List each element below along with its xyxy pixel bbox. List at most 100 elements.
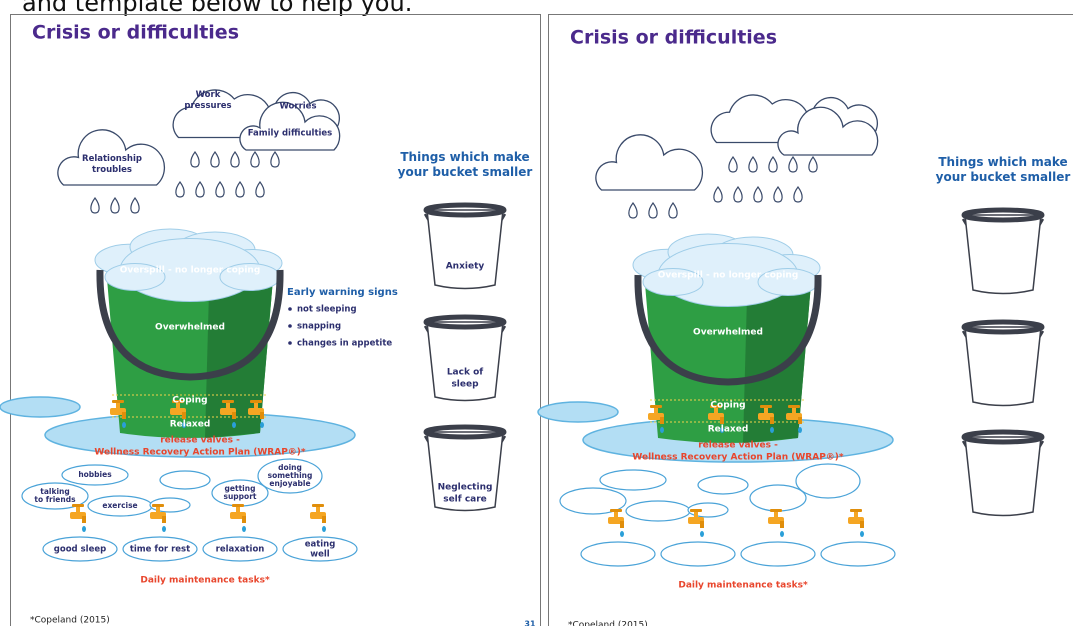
tap-spout — [182, 412, 186, 419]
cloud-label: pressures — [184, 101, 231, 111]
puddle-oval — [282, 536, 358, 562]
bucket-level: Coping — [710, 401, 745, 411]
tap-handle — [222, 400, 234, 403]
puddle-oval — [61, 464, 129, 486]
small-bucket — [426, 321, 504, 402]
bucket-level: Relaxed — [708, 425, 749, 435]
tap-handle — [710, 405, 722, 408]
raindrop — [713, 185, 723, 203]
raindrop — [753, 185, 763, 203]
raindrop — [668, 201, 678, 219]
tap-handle — [610, 509, 622, 512]
tap-top — [176, 402, 180, 408]
bucket-shade — [743, 260, 813, 443]
tap-spout — [860, 521, 864, 528]
raindrop — [175, 180, 185, 198]
tap-spout — [232, 412, 236, 419]
puddle-oval — [660, 541, 736, 567]
raindrop — [748, 155, 758, 173]
puddle — [537, 401, 619, 423]
puddle-oval — [159, 470, 211, 490]
bucket-level: Overspill - no longer coping — [120, 266, 261, 276]
tap-spout — [242, 516, 246, 523]
raindrop — [235, 180, 245, 198]
tap-drop — [620, 531, 624, 537]
activity: support — [224, 492, 257, 501]
raindrop — [270, 150, 280, 168]
raindrop — [793, 185, 803, 203]
tap-handle — [72, 504, 84, 507]
raindrop — [773, 185, 783, 203]
tap-top — [236, 506, 240, 512]
tap-handle — [232, 504, 244, 507]
tap-top — [76, 506, 80, 512]
raindrop — [255, 180, 265, 198]
small-bucket — [426, 209, 504, 290]
tap-drop — [770, 427, 774, 433]
tap-spout — [620, 521, 624, 528]
puddle-oval — [599, 469, 667, 491]
small-bucket-rim — [961, 207, 1045, 223]
smaller-heading: your bucket smaller — [398, 165, 533, 179]
tap-top — [774, 511, 778, 517]
warning-title: Early warning signs — [287, 287, 398, 298]
tap-drop — [82, 526, 86, 532]
cloud — [57, 129, 166, 186]
tap-top — [614, 511, 618, 517]
tap-spout — [82, 516, 86, 523]
bucket-handle — [96, 269, 284, 381]
small-bucket-rim — [423, 314, 507, 330]
tap-top — [116, 402, 120, 408]
tap-drop — [232, 422, 236, 428]
cloud — [777, 106, 879, 156]
small-bucket — [964, 436, 1042, 517]
cloud — [239, 101, 341, 151]
cloud-label: Worries — [279, 102, 316, 112]
tap-top — [714, 407, 718, 413]
tap-spout — [700, 521, 704, 528]
tap-drop — [242, 526, 246, 532]
maintenance-task: relaxation — [216, 545, 265, 555]
cloud-label: troubles — [92, 165, 132, 175]
tap-drop — [780, 531, 784, 537]
puddle-oval — [740, 541, 816, 567]
tap-handle — [250, 400, 262, 403]
bucket-handle — [634, 274, 822, 386]
raindrop — [808, 155, 818, 173]
cloud — [595, 134, 704, 191]
foam — [104, 263, 166, 291]
raindrop — [728, 155, 738, 173]
foam — [642, 268, 704, 296]
tap-top — [694, 511, 698, 517]
tap-handle — [172, 400, 184, 403]
bucket-shade — [205, 255, 275, 438]
tap-top — [854, 511, 858, 517]
tap-handle — [760, 405, 772, 408]
bucket-level: Coping — [172, 396, 207, 406]
page-title: Crisis or difficulties — [570, 27, 777, 49]
tap-handle — [650, 405, 662, 408]
tap-drop — [162, 526, 166, 532]
puddle-oval — [625, 500, 691, 522]
puddle-oval — [122, 536, 198, 562]
tap-handle — [112, 400, 124, 403]
warning-sign: not sleeping — [297, 305, 357, 315]
activity: to friends — [34, 495, 76, 504]
raindrop — [195, 180, 205, 198]
left-page-border — [10, 14, 541, 626]
tap-handle — [152, 504, 164, 507]
activity: talking — [40, 487, 69, 496]
raindrop — [628, 201, 638, 219]
page-title: Crisis or difficulties — [32, 22, 239, 44]
activity: getting — [225, 484, 256, 493]
bucket-level: Overspill - no longer coping — [658, 271, 799, 281]
raindrop — [110, 196, 120, 214]
tap-drop — [700, 531, 704, 537]
small-bucket-rim — [423, 424, 507, 440]
warning-sign: changes in appetite — [297, 339, 392, 349]
puddle-oval — [559, 487, 627, 515]
puddle-oval — [21, 482, 89, 510]
tap-handle — [850, 509, 862, 512]
smaller-heading: Things which make — [400, 150, 529, 164]
